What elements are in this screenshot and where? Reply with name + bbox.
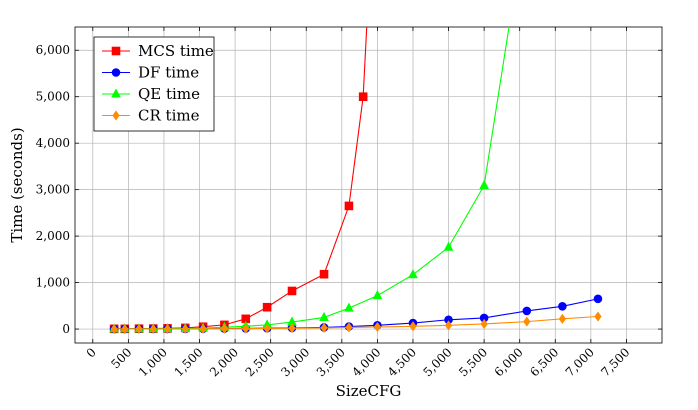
x-tick-label: 0: [84, 345, 99, 360]
data-point: [181, 323, 189, 334]
data-point: [523, 316, 531, 327]
data-point: [480, 318, 488, 330]
data-point: [199, 323, 207, 334]
data-point: [372, 290, 383, 300]
data-point: [558, 313, 567, 324]
x-tick-label: 3,000: [278, 345, 312, 379]
data-point: [287, 286, 297, 296]
plot-frame: [74, 26, 663, 344]
data-point: [373, 321, 382, 333]
data-point: [344, 302, 354, 312]
legend-marker: [111, 46, 121, 56]
legend-entry-label: DF time: [138, 64, 199, 82]
data-point: [558, 301, 567, 311]
data-point: [242, 323, 250, 334]
legend-entry-label: CR time: [138, 107, 200, 125]
data-point: [358, 92, 368, 102]
data-point: [594, 311, 602, 322]
data-point: [319, 269, 329, 279]
x-tick-label: 4,500: [385, 345, 419, 379]
legend: MCS time DF time QE time CR time: [93, 36, 215, 132]
legend-marker: [111, 68, 121, 77]
x-axis-label: SizeCFG: [336, 382, 402, 400]
data-point: [345, 322, 353, 333]
legend-marker: [112, 110, 120, 121]
data-point: [479, 179, 489, 189]
data-point: [409, 321, 417, 332]
y-tick-label: 3,000: [36, 183, 70, 197]
x-tick-label: 2,500: [243, 345, 277, 379]
series-layer: [109, 27, 603, 335]
data-point: [121, 323, 129, 335]
data-point: [149, 323, 157, 335]
data-point: [262, 302, 272, 312]
y-tick-label: 1,000: [36, 276, 70, 290]
data-point: [444, 320, 453, 331]
legend-entry-label: QE time: [138, 85, 200, 103]
y-tick-label: 2,000: [36, 229, 70, 243]
x-tick-label: 500: [108, 345, 134, 371]
x-tick-label: 5,500: [456, 345, 490, 379]
y-tick-label: 6,000: [36, 43, 70, 57]
legend-marker: [111, 88, 121, 98]
grid: [75, 27, 662, 343]
x-tick-label: 6,500: [527, 345, 561, 379]
data-point: [408, 269, 418, 279]
y-axis-label: Time (seconds): [8, 127, 26, 242]
x-tick-label: 1,000: [136, 345, 170, 379]
y-tick-label: 0: [62, 322, 70, 336]
data-point: [163, 323, 172, 334]
x-tick-label: 5,000: [420, 345, 454, 379]
data-point: [593, 294, 603, 304]
data-point: [135, 323, 143, 335]
x-tick-label: 3,500: [314, 345, 348, 379]
x-tick-label: 1,500: [171, 345, 205, 379]
data-point: [522, 306, 532, 316]
data-point: [344, 201, 354, 211]
series-cr-time: [110, 311, 602, 335]
data-point: [263, 323, 271, 334]
data-point: [320, 322, 328, 333]
y-tick-label: 5,000: [36, 90, 70, 104]
x-tick-label: 4,000: [349, 345, 383, 379]
legend-entry-label: MCS time: [138, 42, 214, 60]
x-tick-label: 2,000: [207, 345, 241, 379]
data-point: [220, 323, 229, 334]
data-point: [288, 323, 296, 334]
y-tick-label: 4,000: [36, 136, 70, 150]
data-point: [110, 323, 118, 335]
x-tick-label: 6,000: [492, 345, 526, 379]
x-tick-label: 7,500: [598, 345, 632, 379]
data-point: [443, 241, 454, 251]
x-tick-label: 7,000: [563, 345, 597, 379]
data-point: [319, 311, 329, 321]
